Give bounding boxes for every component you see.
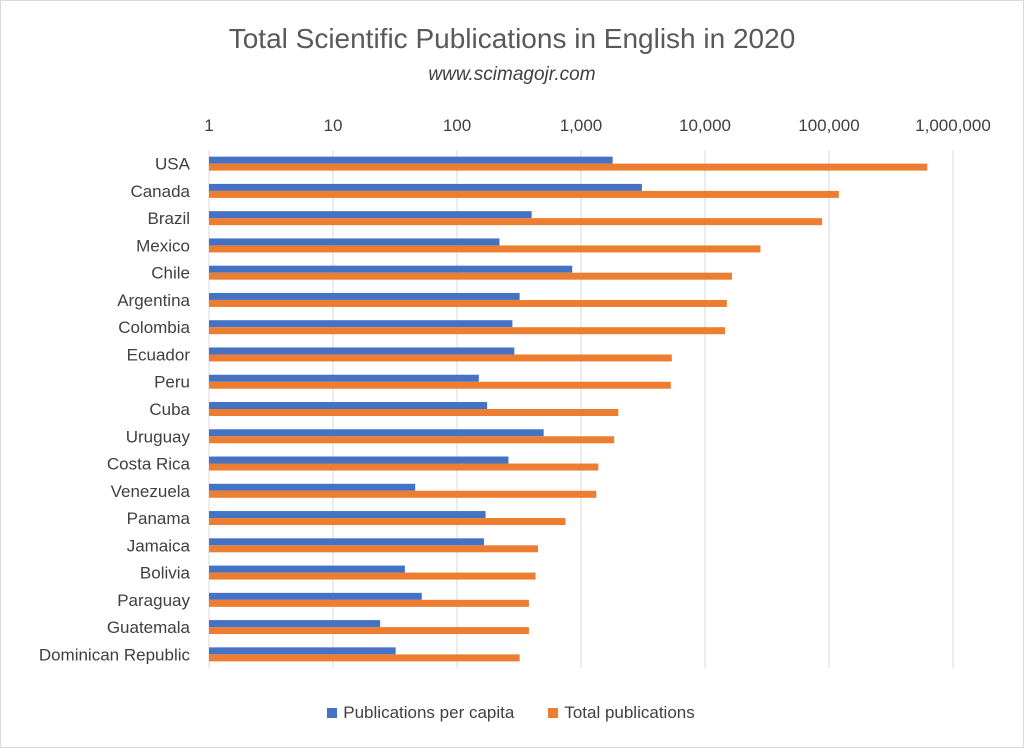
bar-per-capita bbox=[209, 292, 520, 300]
bar-per-capita bbox=[209, 374, 479, 382]
category-label: Jamaica bbox=[127, 536, 191, 555]
category-label: Chile bbox=[151, 264, 190, 283]
bar-per-capita bbox=[209, 402, 488, 409]
bar-per-capita bbox=[209, 456, 509, 464]
category-label: Bolivia bbox=[140, 564, 191, 583]
legend-item-per-capita: Publications per capita bbox=[327, 703, 514, 723]
bar-total bbox=[209, 627, 529, 635]
bar-per-capita bbox=[209, 511, 486, 519]
category-label: Peru bbox=[154, 373, 190, 392]
bar-per-capita bbox=[209, 620, 381, 628]
category-label: Canada bbox=[130, 182, 190, 201]
bar-per-capita bbox=[209, 156, 613, 164]
category-label: Argentina bbox=[117, 291, 190, 310]
bar-total bbox=[209, 272, 732, 280]
category-label: Mexico bbox=[136, 236, 190, 255]
bar-total bbox=[209, 327, 726, 335]
bar-per-capita bbox=[209, 211, 532, 219]
x-tick-label: 10 bbox=[324, 116, 343, 135]
category-label: Paraguay bbox=[117, 591, 190, 610]
bar-total bbox=[209, 245, 761, 253]
bar-total bbox=[209, 436, 615, 444]
bar-per-capita bbox=[209, 265, 573, 273]
x-tick-label: 100 bbox=[443, 116, 471, 135]
bar-total bbox=[209, 463, 599, 471]
bar-total bbox=[209, 409, 619, 416]
legend-label-per-capita: Publications per capita bbox=[343, 703, 515, 722]
category-label: Colombia bbox=[118, 318, 190, 337]
bar-per-capita bbox=[209, 565, 405, 573]
category-label: USA bbox=[155, 155, 191, 174]
category-label: Brazil bbox=[147, 209, 190, 228]
bar-total bbox=[209, 545, 538, 553]
bar-per-capita bbox=[209, 647, 396, 655]
bar-per-capita bbox=[209, 238, 500, 246]
x-tick-label: 1,000 bbox=[560, 116, 603, 135]
chart-subtitle: www.scimagojr.com bbox=[428, 64, 596, 85]
bar-per-capita bbox=[209, 538, 484, 546]
x-tick-label: 1 bbox=[204, 116, 213, 135]
bar-total bbox=[209, 572, 536, 580]
bar-total bbox=[209, 490, 597, 498]
bar-total bbox=[209, 190, 839, 198]
category-label: Panama bbox=[127, 509, 191, 528]
bar-total bbox=[209, 654, 520, 662]
chart-title: Total Scientific Publications in English… bbox=[228, 23, 796, 54]
bar-total bbox=[209, 299, 727, 307]
category-label: Guatemala bbox=[107, 618, 191, 637]
bar-total bbox=[209, 518, 566, 526]
bar-total bbox=[209, 163, 928, 171]
x-tick-label: 100,000 bbox=[798, 116, 859, 135]
legend-swatch-total bbox=[548, 708, 559, 718]
category-label: Uruguay bbox=[126, 427, 191, 446]
x-tick-label: 10,000 bbox=[679, 116, 731, 135]
category-label: Costa Rica bbox=[107, 455, 191, 474]
bar-total bbox=[209, 354, 672, 362]
category-label: Ecuador bbox=[127, 345, 191, 364]
legend: Publications per capita Total publicatio… bbox=[0, 703, 1022, 723]
bar-total bbox=[209, 599, 529, 607]
category-label: Venezuela bbox=[111, 482, 191, 501]
bar-per-capita bbox=[209, 347, 515, 355]
bar-per-capita bbox=[209, 320, 513, 328]
category-label: Cuba bbox=[149, 400, 190, 419]
category-label: Dominican Republic bbox=[39, 645, 191, 664]
legend-swatch-per-capita bbox=[327, 708, 338, 718]
x-tick-label: 1,000,000 bbox=[915, 116, 991, 135]
bar-per-capita bbox=[209, 429, 544, 437]
bar-per-capita bbox=[209, 483, 416, 491]
bar-per-capita bbox=[209, 183, 642, 191]
bar-total bbox=[209, 218, 823, 226]
legend-label-total: Total publications bbox=[564, 703, 695, 722]
legend-item-total: Total publications bbox=[548, 703, 695, 723]
bar-per-capita bbox=[209, 592, 422, 600]
bar-total bbox=[209, 381, 671, 389]
